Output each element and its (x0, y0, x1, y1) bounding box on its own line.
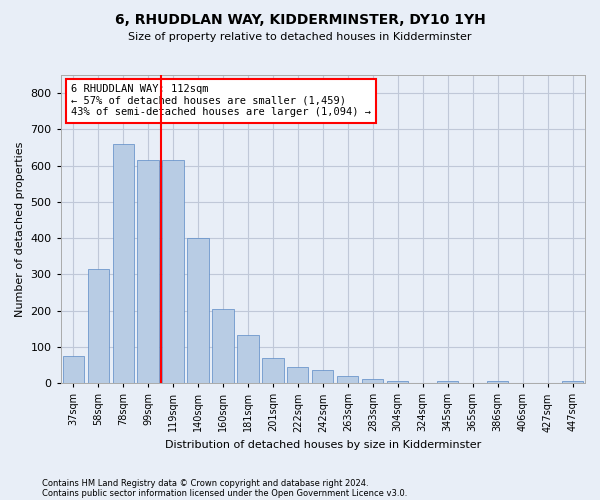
Bar (88, 269, 109, 383)
Bar (187, 238, 209, 383)
Bar (238, 335, 259, 383)
Bar (163, 160, 184, 383)
Bar (113, 144, 134, 383)
Y-axis label: Number of detached properties: Number of detached properties (15, 142, 25, 317)
Bar (487, 382, 508, 383)
Text: Contains HM Land Registry data © Crown copyright and database right 2024.: Contains HM Land Registry data © Crown c… (42, 478, 368, 488)
Bar (137, 160, 159, 383)
Bar (62, 356, 84, 383)
Text: 6 RHUDDLAN WAY: 112sqm
← 57% of detached houses are smaller (1,459)
43% of semi-: 6 RHUDDLAN WAY: 112sqm ← 57% of detached… (71, 84, 371, 117)
Bar (262, 358, 284, 383)
Bar (387, 380, 409, 383)
Bar (337, 376, 358, 383)
X-axis label: Distribution of detached houses by size in Kidderminster: Distribution of detached houses by size … (165, 440, 481, 450)
Bar (287, 367, 308, 383)
Text: Size of property relative to detached houses in Kidderminster: Size of property relative to detached ho… (128, 32, 472, 42)
Bar (312, 370, 334, 383)
Bar (212, 309, 233, 383)
Text: 6, RHUDDLAN WAY, KIDDERMINSTER, DY10 1YH: 6, RHUDDLAN WAY, KIDDERMINSTER, DY10 1YH (115, 12, 485, 26)
Text: Contains public sector information licensed under the Open Government Licence v3: Contains public sector information licen… (42, 488, 407, 498)
Bar (562, 380, 583, 383)
Bar (362, 379, 383, 383)
Bar (437, 382, 458, 383)
